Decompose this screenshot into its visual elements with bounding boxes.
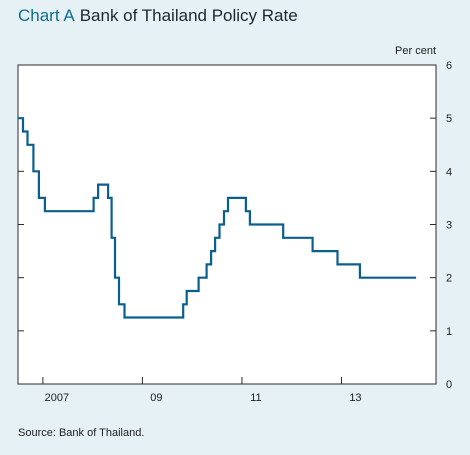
chart-title: Chart A Bank of Thailand Policy Rate [18, 6, 298, 26]
y-axis-unit-label: Per cent [395, 45, 436, 57]
y-tick-label: 4 [446, 166, 452, 178]
policy-rate-line [18, 117, 417, 319]
source-note: Source: Bank of Thailand. [18, 427, 145, 439]
chart-title-label: Chart A [18, 6, 75, 25]
chart-title-text: Bank of Thailand Policy Rate [79, 6, 298, 25]
x-axis: 2007 09 11 13 [42, 377, 362, 404]
series-layer [18, 117, 417, 319]
x-tick-label: 2007 [45, 392, 69, 404]
y-tick-label: 5 [446, 113, 452, 125]
plot-background [18, 65, 436, 384]
y-tick-label: 1 [446, 326, 452, 338]
y-tick-label: 2 [446, 273, 452, 285]
x-tick-label: 13 [349, 392, 361, 404]
y-tick-label: 6 [446, 60, 452, 72]
x-tick-label: 09 [150, 392, 162, 404]
y-tick-label: 3 [446, 220, 452, 232]
y-tick-label: 0 [446, 379, 452, 391]
x-tick-label: 11 [250, 392, 261, 404]
y-axis: 0 1 2 3 4 5 6 [18, 60, 452, 391]
